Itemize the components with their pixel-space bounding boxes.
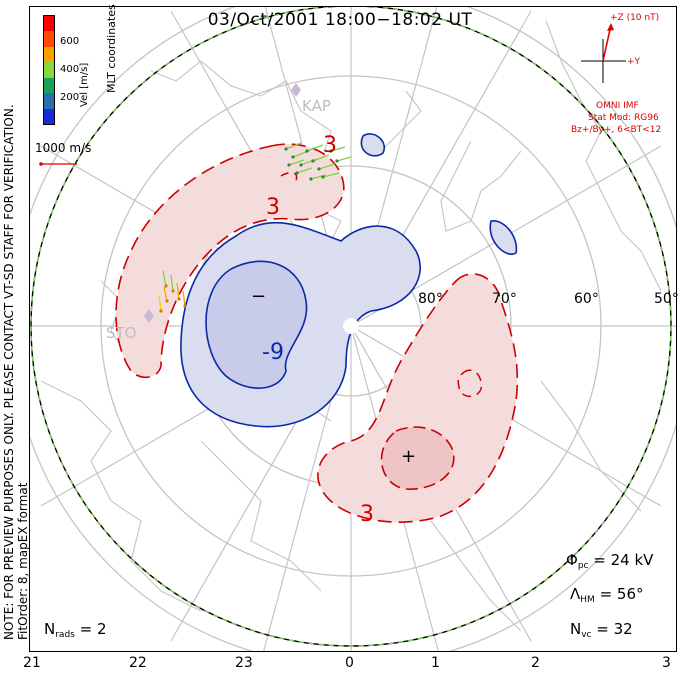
colorbar-segment (44, 77, 54, 94)
mlt-label-0: 0 (345, 655, 354, 671)
radar-site-sto-marker (144, 309, 154, 323)
colorbar-segment (44, 93, 54, 110)
vector-count: Nvc = 32 (570, 620, 633, 640)
potential-minimum-marker: − (251, 286, 267, 307)
fit-order-text: FitOrder: 8, mapEX format (16, 482, 30, 640)
imf-clock (581, 23, 626, 83)
potential-contour-dawn-small (457, 369, 482, 398)
mlt-label-22: 22 (129, 655, 147, 671)
mlt-label-2: 2 (531, 655, 540, 671)
preview-warning-text: NOTE: FOR PREVIEW PURPOSES ONLY. PLEASE … (2, 104, 16, 640)
preview-note: NOTE: FOR PREVIEW PURPOSES ONLY. PLEASE … (2, 104, 30, 640)
colorbar-tick-600: 600 (60, 36, 80, 47)
coordinate-system-label: MLT coordinates (105, 4, 118, 93)
station-label-sto: STO (106, 324, 137, 342)
velocity-vectors-sto (158, 270, 187, 313)
mlt-label-1: 1 (431, 655, 440, 671)
cross-polar-potential: Φpc = 24 kV (566, 551, 653, 571)
imf-z-label: +Z (10 nT) (610, 13, 660, 23)
contour-label-negative: -9 (262, 340, 284, 365)
colorbar-segment (44, 108, 54, 125)
lambda-value: = 56° (599, 585, 644, 603)
potential-cell-negative-small-2 (489, 220, 518, 255)
contour-label-positive-1: 3 (323, 133, 337, 158)
imf-source-label: OMNI IMF (596, 101, 639, 111)
potential-maximum-marker: + (401, 446, 417, 467)
phi-value: = 24 kV (593, 551, 654, 569)
contour-label-positive-3: 3 (360, 502, 374, 527)
nrads-subscript: rads (55, 630, 75, 640)
colorbar-tick-200: 200 (60, 92, 80, 103)
mlt-label-23: 23 (235, 655, 253, 671)
colorbar-scale (43, 15, 55, 125)
potential-cell-negative-small-1 (360, 133, 386, 157)
pole-marker (343, 318, 359, 334)
colorbar-segment (44, 31, 54, 48)
mlt-label-21: 21 (23, 655, 41, 671)
phi-symbol: Φ (566, 551, 578, 569)
radar-site-kap-marker (291, 83, 301, 97)
station-label-kap: KAP (302, 97, 331, 115)
velocity-reference-vector (39, 162, 77, 166)
polar-map (30, 7, 676, 651)
mlt-label-3: 3 (662, 655, 671, 671)
imf-y-label: +Y (627, 57, 641, 67)
potential-contour-dusk-inner (280, 171, 298, 186)
imf-bin-label: Bz+/By+, 6<BT<12 (571, 125, 662, 135)
statistical-model-label: Stat Mod: RG96 (588, 113, 659, 123)
colorbar-segment (44, 62, 54, 79)
colorbar-segment (44, 16, 54, 32)
latitude-label-60: 60° (574, 291, 599, 307)
heppner-maynard-dash (30, 7, 672, 647)
potential-cell-positive-dawn (317, 273, 519, 523)
lambda-symbol: Λ (570, 585, 581, 603)
latitude-label-70: 70° (492, 291, 517, 307)
nvc-subscript: vc (581, 630, 592, 640)
colorbar-segment (44, 46, 54, 63)
nrads-symbol: N (44, 620, 56, 638)
phi-subscript: pc (577, 561, 589, 571)
nvc-value: = 32 (596, 620, 633, 638)
map-frame (29, 6, 677, 652)
colorbar-tick-400: 400 (60, 64, 80, 75)
colorbar-title: Vel [m/s] (79, 62, 90, 107)
nrads-value: = 2 (79, 620, 107, 638)
map-title: 03/Oct/2001 18:00−18:02 UT (207, 10, 473, 30)
radar-count: Nrads = 2 (44, 620, 107, 640)
latitude-label-50: 50° (654, 291, 679, 307)
lambda-subscript: HM (580, 595, 595, 605)
hm-boundary-latitude: ΛHM = 56° (570, 585, 644, 605)
nvc-symbol: N (570, 620, 582, 638)
velocity-reference-label: 1000 m/s (35, 141, 92, 155)
contour-label-positive-2: 3 (266, 195, 280, 220)
potential-cell-positive-dawn-core (380, 426, 455, 490)
potential-cell-positive-dusk (115, 143, 345, 379)
potential-cell-negative-core (205, 260, 308, 389)
latitude-label-80: 80° (418, 291, 443, 307)
velocity-vectors-kap (284, 142, 352, 181)
